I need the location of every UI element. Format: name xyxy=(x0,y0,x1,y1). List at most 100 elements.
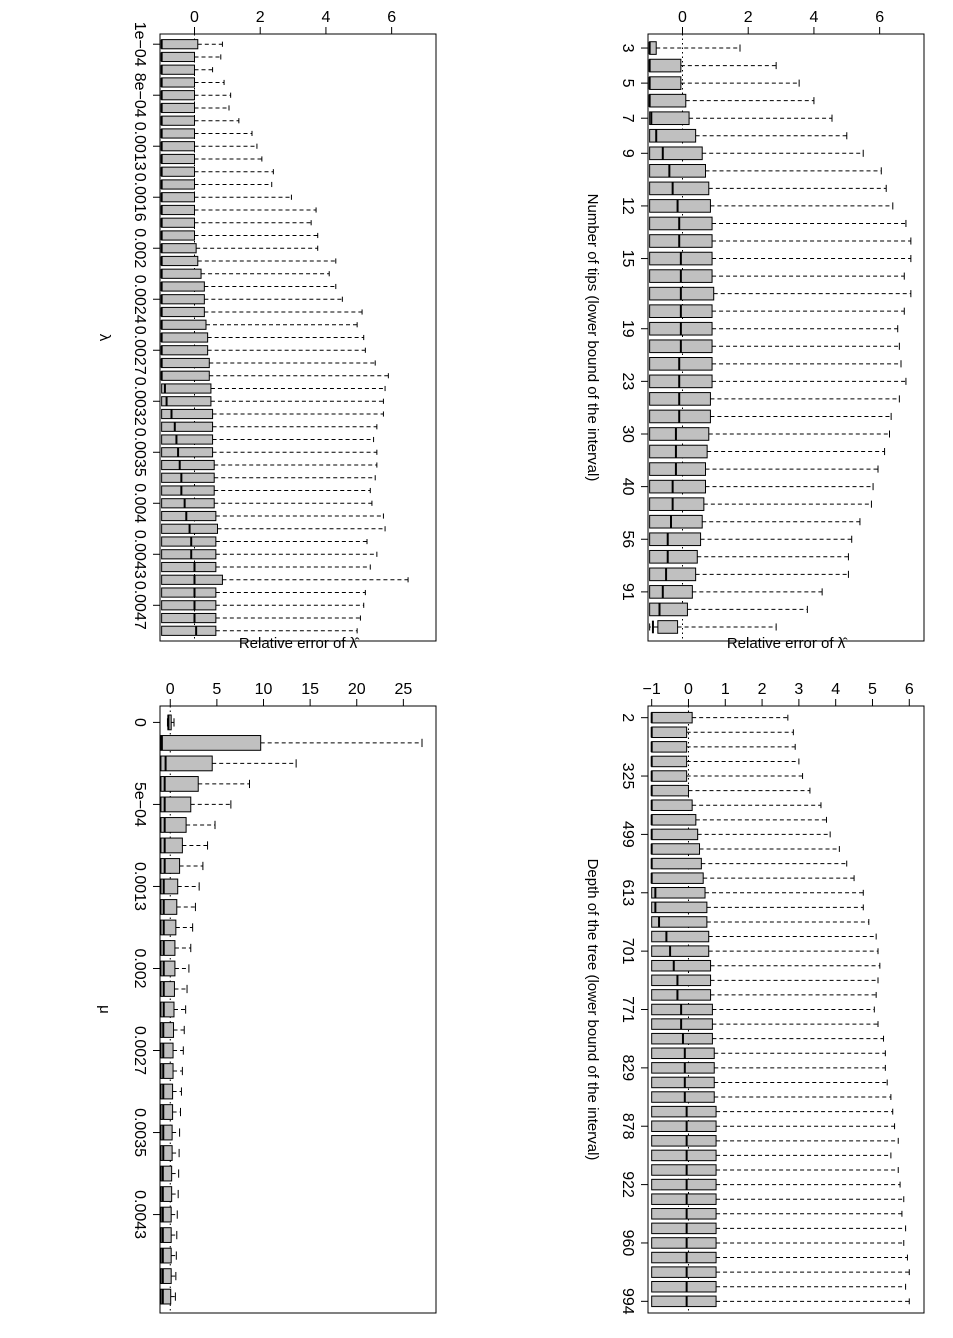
box-body xyxy=(161,179,195,190)
box-14 xyxy=(651,901,864,914)
y-tick-label: −1 xyxy=(643,681,661,698)
box-30 xyxy=(649,549,849,564)
box-body xyxy=(649,479,706,494)
x-tick-label: 0.0047 xyxy=(131,581,148,630)
box-33 xyxy=(649,602,808,617)
box-body xyxy=(160,755,213,772)
box-body xyxy=(161,561,217,573)
x-tick-label: 829 xyxy=(619,1055,636,1082)
box-28 xyxy=(161,383,386,394)
box-23 xyxy=(651,1032,885,1045)
y-tick-label: 2 xyxy=(744,9,753,26)
box-body xyxy=(651,784,689,797)
chart-panel-top-right: 0 2 4 6 3 5 7 9 12 15 19 23 30 40 56 91 Number of tips (… xyxy=(530,8,948,666)
box-24 xyxy=(651,1047,886,1060)
box-body xyxy=(161,153,195,165)
box-32 xyxy=(649,585,823,599)
box-body xyxy=(651,755,688,768)
box-body xyxy=(161,294,205,305)
y-tick-label: 10 xyxy=(255,681,273,698)
y-axis-label: Relative error of λ̂ xyxy=(727,635,848,652)
box-41 xyxy=(161,549,378,560)
box-body xyxy=(161,128,195,139)
box-body xyxy=(161,485,215,496)
x-tick-label: 15 xyxy=(619,250,636,268)
box-47 xyxy=(161,625,358,636)
box-body xyxy=(651,1047,715,1060)
y-tick-label: 4 xyxy=(321,9,330,26)
y-tick-label: 2 xyxy=(256,9,265,26)
box-body xyxy=(161,243,197,254)
box-13 xyxy=(160,960,190,977)
box-body xyxy=(649,146,703,161)
x-tick-label: 922 xyxy=(619,1171,636,1198)
box-16 xyxy=(649,304,905,319)
box-body xyxy=(649,514,703,529)
box-26 xyxy=(651,1076,888,1089)
x-tick-label: 994 xyxy=(619,1288,636,1315)
box-body xyxy=(651,872,704,884)
box-body xyxy=(161,115,195,126)
y-tick-label: 0 xyxy=(166,681,175,698)
box-24 xyxy=(649,444,886,459)
x-tick-label: 771 xyxy=(619,996,636,1023)
plot-frame xyxy=(159,33,437,642)
y-tick-label: 6 xyxy=(905,681,914,698)
box-body xyxy=(651,843,701,855)
box-body xyxy=(160,878,179,895)
box-body xyxy=(160,796,192,813)
x-axis-label: λ xyxy=(96,334,113,342)
x-tick-label: 499 xyxy=(619,821,636,848)
box-body xyxy=(651,1149,717,1162)
box-body xyxy=(649,567,697,582)
y-tick-label: 25 xyxy=(394,681,412,698)
box-40 xyxy=(161,536,368,547)
y-axis-label: Relative error of λ̂ xyxy=(239,635,360,652)
box-15 xyxy=(651,916,870,928)
box-body xyxy=(161,230,195,241)
box-body xyxy=(161,166,195,177)
box-body xyxy=(651,814,697,826)
y-tick-label: 0 xyxy=(190,9,199,26)
box-body xyxy=(161,51,195,63)
box-body xyxy=(651,1237,717,1249)
box-4 xyxy=(160,77,225,88)
box-19 xyxy=(649,356,902,371)
box-9 xyxy=(160,141,258,152)
chart-panel-bottom-right: −1 0 1 2 3 4 5 6 2 325 499 613 701 771 829 878 922 960 994… xyxy=(530,635,948,1338)
box-28 xyxy=(160,1268,177,1284)
box-body xyxy=(651,1193,717,1205)
plot-frame xyxy=(647,33,925,642)
box-32 xyxy=(161,434,375,445)
box-body xyxy=(651,741,688,753)
x-tick-label: 0.0013 xyxy=(131,122,148,171)
box-body xyxy=(161,102,195,114)
x-tick-label: 878 xyxy=(619,1113,636,1140)
x-tick-label: 0.0024 xyxy=(131,275,148,324)
box-body xyxy=(649,199,711,213)
box-17 xyxy=(160,243,319,254)
box-body xyxy=(161,64,195,75)
box-body xyxy=(651,901,708,914)
x-tick-label: 0.0043 xyxy=(131,1190,148,1239)
box-5 xyxy=(650,770,804,782)
box-body xyxy=(161,421,214,432)
box-body xyxy=(161,383,212,394)
box-38 xyxy=(651,1251,908,1264)
chart-svg-bottom-right: −1 0 1 2 3 4 5 6 2 325 499 613 701 771 829 878 922 960 994… xyxy=(584,635,925,1315)
box-body xyxy=(161,217,195,228)
box-40 xyxy=(651,1280,907,1293)
box-body xyxy=(160,899,178,915)
box-18 xyxy=(160,255,337,267)
y-tick-label: 6 xyxy=(387,9,396,26)
x-tick-label: 0.0035 xyxy=(131,1108,148,1157)
box-body xyxy=(161,39,199,50)
box-30 xyxy=(651,1135,899,1147)
x-tick-label: 56 xyxy=(619,530,636,548)
box-29 xyxy=(161,396,384,407)
box-35 xyxy=(161,472,376,483)
x-tick-label: 0 xyxy=(131,718,148,727)
x-axis-label: μ xyxy=(96,1005,113,1014)
box-12 xyxy=(649,234,912,248)
box-body xyxy=(649,111,690,126)
